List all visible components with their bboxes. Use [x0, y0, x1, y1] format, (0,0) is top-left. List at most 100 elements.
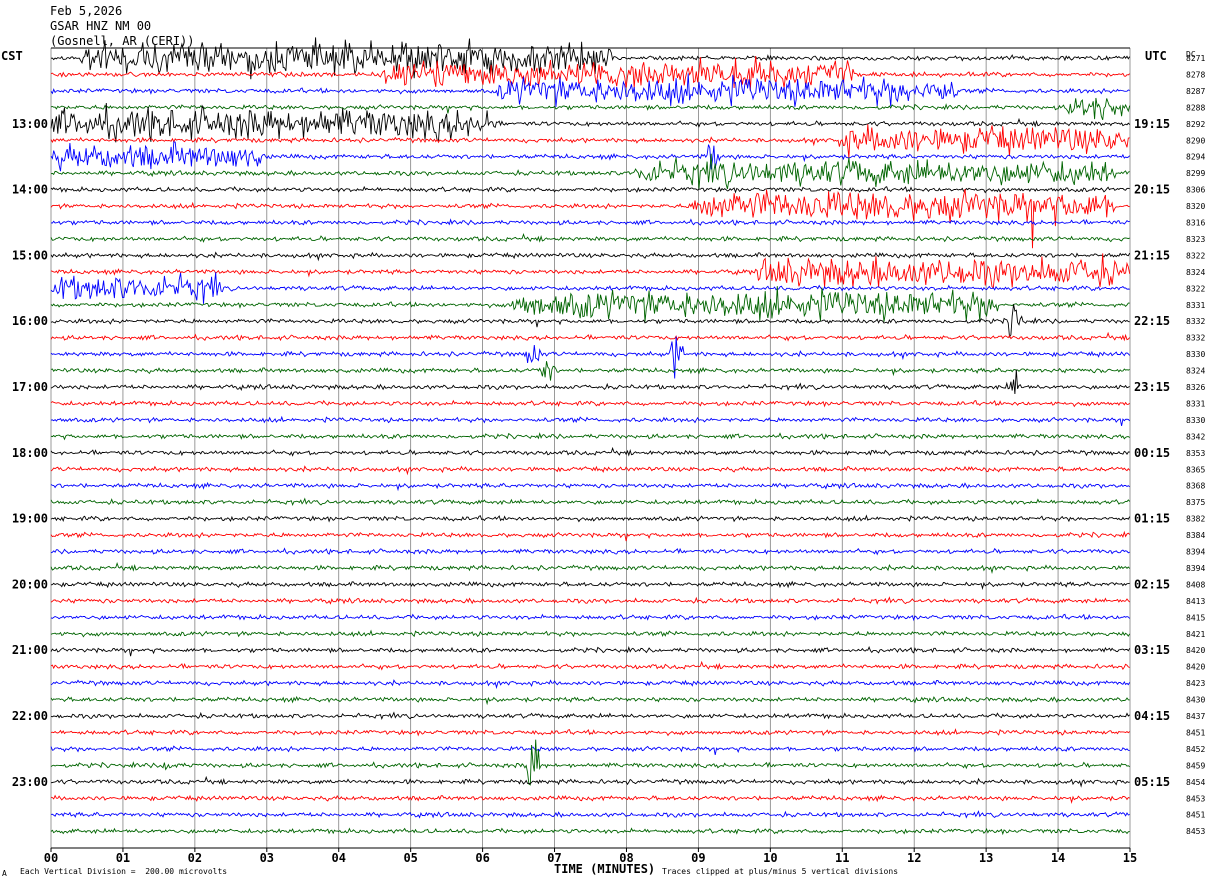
trace-20 [50, 369, 1130, 395]
utc-hour-label-7: 02:15 [1134, 577, 1170, 591]
trace-32 [50, 580, 1130, 591]
trace-26 [50, 481, 1130, 492]
x-tick-label-05: 05 [403, 851, 417, 865]
dc-offset-33: 8413 [1186, 597, 1205, 606]
trace-33 [50, 596, 1131, 605]
utc-hour-labels: 19:15 20:15 21:15 22:15 23:15 00:15 01:15 02:15… [1134, 117, 1170, 789]
trace-24 [50, 446, 1130, 457]
trace-46 [50, 810, 1130, 819]
x-tick-label-00: 00 [44, 851, 58, 865]
trace-23 [50, 432, 1130, 441]
x-tick-label-06: 06 [475, 851, 489, 865]
trace-38 [50, 679, 1131, 690]
cst-hour-label-7: 20:00 [12, 577, 48, 591]
dc-offset-22: 8330 [1186, 416, 1205, 425]
right-timezone-label: UTC [1145, 49, 1167, 63]
dc-offset-7: 8299 [1186, 169, 1205, 178]
dc-offset-34: 8415 [1186, 613, 1205, 622]
dc-offset-18: 8330 [1186, 350, 1205, 359]
x-tick-label-15: 15 [1123, 851, 1137, 865]
dc-offset-19: 8324 [1186, 367, 1205, 376]
dc-offset-5: 8290 [1186, 136, 1205, 145]
trace-44 [50, 775, 1130, 788]
utc-hour-label-2: 21:15 [1134, 248, 1170, 262]
trace-34 [50, 613, 1131, 622]
dc-offset-38: 8423 [1186, 679, 1205, 688]
dc-offset-39: 8430 [1186, 696, 1205, 705]
dc-offset-21: 8331 [1186, 399, 1205, 408]
dc-offset-20: 8326 [1186, 383, 1205, 392]
cst-hour-label-0: 13:00 [12, 117, 48, 131]
cst-hour-label-10: 23:00 [12, 775, 48, 789]
dc-offset-16: 8332 [1186, 317, 1205, 326]
x-tick-label-01: 01 [116, 851, 130, 865]
trace-1 [50, 55, 1130, 91]
dc-offset-30: 8394 [1186, 548, 1205, 557]
dc-offset-41: 8451 [1186, 728, 1205, 737]
trace-5 [50, 124, 1130, 158]
x-axis-title: TIME (MINUTES) [554, 862, 656, 876]
trace-29 [50, 530, 1131, 542]
trace-9 [50, 189, 1130, 249]
header-location: (Gosnell, AR (CERI)) [50, 34, 195, 48]
dc-offset-31: 8394 [1186, 564, 1205, 573]
trace-47 [50, 827, 1130, 836]
dc-offset-9: 8320 [1186, 202, 1205, 211]
trace-0 [50, 37, 1131, 80]
dc-offset-0: 8271 [1186, 54, 1205, 63]
trace-3 [50, 97, 1131, 121]
dc-offset-36: 8420 [1186, 646, 1205, 655]
trace-37 [50, 660, 1130, 671]
corner-mark: A [2, 869, 7, 878]
trace-18 [50, 336, 1131, 379]
dc-offset-25: 8365 [1186, 465, 1205, 474]
dc-offset-10: 8316 [1186, 219, 1205, 228]
cst-hour-label-1: 14:00 [12, 183, 48, 197]
trace-15 [50, 286, 1130, 322]
dc-offset-15: 8331 [1186, 301, 1205, 310]
cst-hour-label-8: 21:00 [12, 643, 48, 657]
dc-offset-1: 8278 [1186, 70, 1205, 79]
dc-offset-13: 8324 [1186, 268, 1205, 277]
dc-offset-12: 8322 [1186, 251, 1205, 260]
utc-hour-label-10: 05:15 [1134, 775, 1170, 789]
cst-hour-label-6: 19:00 [12, 512, 48, 526]
dc-offset-3: 8288 [1186, 103, 1205, 112]
x-tick-label-02: 02 [188, 851, 202, 865]
utc-hour-label-0: 19:15 [1134, 117, 1170, 131]
x-tick-label-12: 12 [907, 851, 921, 865]
utc-hour-label-6: 01:15 [1134, 512, 1170, 526]
trace-25 [50, 465, 1131, 476]
dc-offset-4: 8292 [1186, 120, 1205, 129]
trace-21 [50, 399, 1130, 408]
dc-offset-37: 8420 [1186, 663, 1205, 672]
dc-offset-26: 8368 [1186, 482, 1205, 491]
dc-offset-labels: 8271 8278 8287 8288 8292 8290 8294 8299 8306 8320… [1186, 54, 1205, 836]
cst-hour-labels: 13:00 14:00 15:00 16:00 17:00 18:00 19:00 20:00… [12, 117, 48, 789]
trace-41 [50, 728, 1130, 737]
utc-hour-label-3: 22:15 [1134, 314, 1170, 328]
dc-offset-11: 8323 [1186, 235, 1205, 244]
utc-hour-label-1: 20:15 [1134, 183, 1170, 197]
seismic-traces [50, 37, 1131, 836]
time-axis: 00 01 02 03 04 05 06 07 08 09 10 11 12 13 14 15 [44, 47, 1137, 865]
dc-offset-14: 8322 [1186, 284, 1205, 293]
x-tick-label-10: 10 [763, 851, 777, 865]
trace-13 [50, 253, 1131, 290]
dc-offset-17: 8332 [1186, 334, 1205, 343]
scale-note: Each Vertical Division = 200.00 microvol… [20, 867, 228, 876]
dc-header-label: DC [1186, 50, 1196, 59]
dc-offset-23: 8342 [1186, 432, 1205, 441]
cst-hour-label-4: 17:00 [12, 380, 48, 394]
trace-40 [50, 711, 1130, 720]
trace-35 [50, 629, 1131, 638]
header-date: Feb 5,2026 [50, 4, 123, 18]
left-timezone-label: CST [1, 49, 23, 63]
dc-offset-8: 8306 [1186, 186, 1205, 195]
x-tick-label-14: 14 [1051, 851, 1065, 865]
trace-45 [50, 794, 1130, 804]
trace-19 [50, 361, 1130, 381]
trace-30 [50, 547, 1130, 556]
dc-offset-2: 8287 [1186, 87, 1205, 96]
trace-8 [50, 185, 1130, 194]
